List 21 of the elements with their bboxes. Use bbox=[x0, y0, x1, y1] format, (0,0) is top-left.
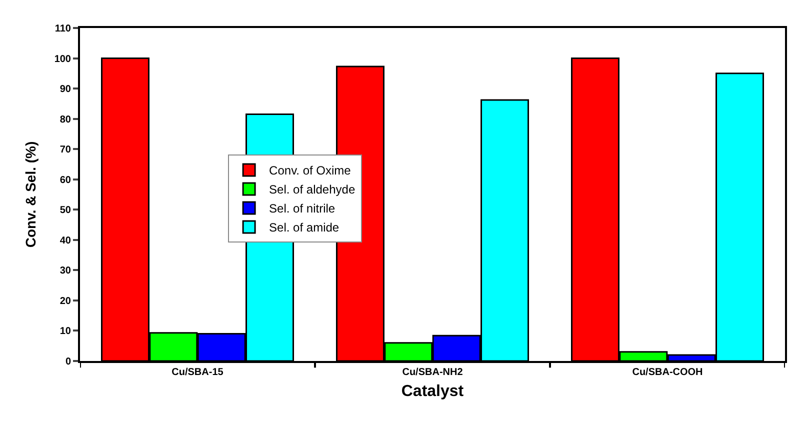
legend-label: Sel. of amide bbox=[269, 220, 340, 235]
y-tick-label: 50 bbox=[60, 205, 72, 216]
y-tick-label: 30 bbox=[60, 266, 72, 277]
x-tick-label: Cu/SBA-COOH bbox=[632, 367, 703, 378]
y-tick-label: 0 bbox=[65, 356, 72, 368]
y-tick-label: 60 bbox=[60, 174, 72, 186]
y-tick-label: 110 bbox=[54, 24, 72, 34]
y-tick-label: 90 bbox=[60, 84, 72, 96]
x-axis-title: Catalyst bbox=[401, 383, 464, 400]
y-tick-label: 80 bbox=[60, 114, 72, 126]
x-tick-label: Cu/SBA-15 bbox=[172, 367, 224, 378]
x-tick-label: Cu/SBA-NH2 bbox=[402, 367, 464, 378]
y-tick-label: 10 bbox=[60, 326, 72, 338]
y-tick-label: 70 bbox=[60, 144, 72, 156]
y-tick-label: 100 bbox=[54, 54, 72, 65]
legend-label: Sel. of aldehyde bbox=[269, 182, 356, 197]
y-tick-label: 20 bbox=[60, 296, 72, 307]
y-tick-label: 40 bbox=[60, 235, 72, 246]
y-axis-title: Conv. & Sel. (%) bbox=[22, 141, 38, 248]
legend-label: Conv. of Oxime bbox=[269, 164, 352, 178]
legend-label: Sel. of nitrile bbox=[269, 202, 336, 216]
